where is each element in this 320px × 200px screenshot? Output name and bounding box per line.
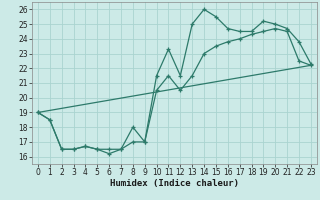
X-axis label: Humidex (Indice chaleur): Humidex (Indice chaleur) (110, 179, 239, 188)
